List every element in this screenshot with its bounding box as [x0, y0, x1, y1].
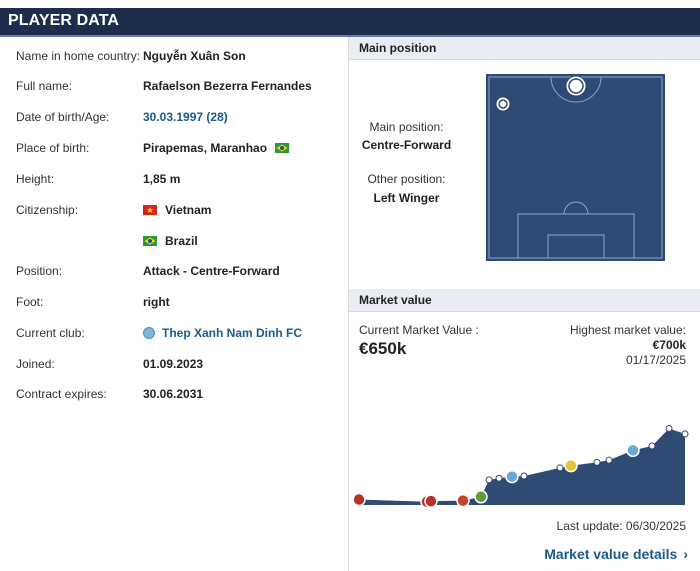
chart-data-point[interactable]: [648, 442, 656, 450]
info-label: Contract expires:: [16, 387, 107, 401]
top-margin: [0, 0, 700, 8]
chart-data-point[interactable]: [605, 456, 613, 464]
column-divider: [348, 37, 349, 571]
info-row-birth: Date of birth/Age: 30.03.1997 (28): [16, 110, 346, 130]
info-label: Full name:: [16, 79, 73, 93]
chart-club-logo-point[interactable]: [456, 493, 470, 508]
market-value-chart: [352, 424, 689, 509]
chart-club-logo-point[interactable]: [505, 469, 519, 484]
chart-club-logo-point[interactable]: [474, 490, 488, 504]
info-row-citizenship-2: Brazil: [16, 234, 346, 254]
info-row-home-name: Name in home country: Nguyễn Xuân Son: [16, 49, 346, 69]
info-label: Joined:: [16, 357, 55, 371]
main-position-value: Centre-Forward: [361, 138, 452, 152]
market-value-header: Market value: [349, 289, 700, 312]
chart-club-logo-point[interactable]: [352, 492, 366, 507]
info-value-wrap: Vietnam: [143, 203, 211, 217]
info-value: 1,85 m: [143, 172, 181, 186]
info-value: right: [143, 295, 170, 309]
other-position-marker-ring: [498, 99, 508, 109]
player-info-panel: Name in home country: Nguyễn Xuân Son Fu…: [0, 37, 348, 571]
info-label: Height:: [16, 172, 55, 186]
chart-club-logo-point[interactable]: [424, 494, 438, 508]
chevron-right-icon: ›: [683, 546, 688, 562]
highest-value: €700k: [652, 338, 686, 352]
penalty-arc: [563, 201, 589, 215]
main-position-marker-ring: [568, 78, 584, 94]
info-row-contract: Contract expires: 30.06.2031: [16, 387, 346, 407]
main-position-label: Main position:: [369, 120, 444, 134]
section-title: PLAYER DATA: [8, 12, 120, 29]
current-value: €650k: [359, 339, 407, 358]
chart-club-logo-point[interactable]: [626, 443, 640, 458]
club-name: Thep Xanh Nam Dinh FC: [162, 326, 303, 340]
info-row-full-name: Full name: Rafaelson Bezerra Fernandes: [16, 79, 346, 99]
club-badge-icon: [143, 327, 155, 339]
last-update: Last update: 06/30/2025: [556, 519, 686, 533]
market-value-details-link[interactable]: Market value details ›: [544, 546, 688, 562]
main-position-header: Main position: [349, 37, 700, 60]
market-value-heading: Market value: [359, 293, 432, 307]
info-value: Nguyễn Xuân Son: [143, 49, 246, 63]
info-label: Foot:: [16, 295, 44, 309]
info-row-foot: Foot: right: [16, 295, 346, 315]
chart-data-point[interactable]: [593, 458, 601, 466]
chart-data-point[interactable]: [495, 474, 503, 482]
info-value-wrap: Brazil: [143, 234, 198, 248]
info-row-joined: Joined: 01.09.2023: [16, 357, 346, 377]
info-row-birthplace: Place of birth: Pirapemas, Maranhao: [16, 141, 346, 161]
info-row-citizenship: Citizenship: Vietnam: [16, 203, 346, 223]
chart-data-point[interactable]: [681, 430, 689, 438]
birthdate-link[interactable]: 30.03.1997 (28): [143, 110, 228, 124]
other-position-marker: [495, 96, 511, 112]
market-value-area: [359, 428, 685, 505]
highest-value-date: 01/17/2025: [625, 353, 686, 367]
chart-data-point[interactable]: [520, 472, 528, 480]
info-value: 01.09.2023: [143, 357, 204, 371]
info-row-height: Height: 1,85 m: [16, 172, 346, 192]
highest-value-label: Highest market value:: [569, 323, 686, 337]
info-row-position: Position: Attack - Centre-Forward: [16, 264, 346, 284]
other-position-label: Other position:: [367, 172, 446, 186]
info-value: Attack - Centre-Forward: [143, 264, 280, 278]
other-position-value: Left Winger: [373, 191, 440, 205]
current-club-link[interactable]: Thep Xanh Nam Dinh FC: [143, 326, 302, 340]
chart-club-logo-point[interactable]: [564, 458, 578, 473]
info-label: Current club:: [16, 326, 85, 340]
info-row-club: Current club: Thep Xanh Nam Dinh FC: [16, 326, 346, 346]
info-value: Rafaelson Bezerra Fernandes: [143, 79, 312, 93]
details-label: Market value details: [544, 546, 678, 562]
main-position-heading: Main position: [359, 41, 437, 55]
section-header: PLAYER DATA: [0, 8, 700, 37]
pitch-top-arc: [550, 76, 602, 103]
pitch-field: [486, 74, 665, 261]
goal-box: [547, 234, 605, 259]
side-panel: Main position Main position: Centre-Forw…: [349, 37, 700, 571]
info-label: Place of birth:: [16, 141, 90, 155]
info-value: Vietnam: [165, 203, 212, 217]
brazil-flag-icon: [143, 236, 157, 246]
chart-data-point[interactable]: [556, 464, 564, 472]
chart-data-point[interactable]: [665, 424, 673, 432]
info-label: Name in home country:: [16, 49, 141, 63]
info-value: Pirapemas, Maranhao: [143, 141, 268, 155]
info-label: Position:: [16, 264, 63, 278]
brazil-flag-icon: [275, 143, 290, 153]
info-value: Brazil: [165, 234, 198, 248]
vietnam-flag-icon: [143, 205, 157, 215]
info-label: Citizenship:: [16, 203, 79, 217]
chart-data-point[interactable]: [485, 476, 493, 484]
position-pitch: [486, 74, 665, 261]
info-value-wrap: Pirapemas, Maranhao: [143, 141, 290, 155]
info-value: 30.06.2031: [143, 387, 204, 401]
current-value-label: Current Market Value :: [359, 323, 479, 337]
info-label: Date of birth/Age:: [16, 110, 110, 124]
